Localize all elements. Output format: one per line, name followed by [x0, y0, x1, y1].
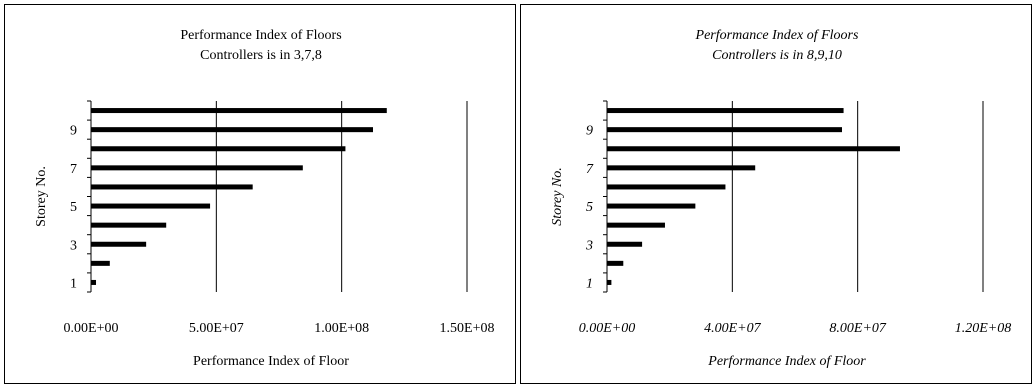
bar-storey-10 — [91, 108, 387, 114]
chart-title-line: Controllers is in 8,9,10 — [712, 48, 842, 63]
bar-storey-2 — [91, 260, 110, 266]
x-tick-label: 1.50E+08 — [440, 321, 495, 336]
y-tick-label: 7 — [70, 162, 77, 177]
y-tick-label: 9 — [70, 124, 77, 139]
bar-storey-9 — [91, 127, 373, 133]
bar-storey-4 — [607, 222, 665, 228]
y-axis-label: Storey No. — [550, 167, 565, 226]
x-tick-label: 5.00E+07 — [189, 321, 244, 336]
x-axis-label: Performance Index of Floor — [707, 354, 866, 369]
bar-storey-5 — [91, 203, 211, 209]
x-tick-label: 1.00E+08 — [314, 321, 369, 336]
y-tick-label: 7 — [586, 162, 594, 177]
chart-right: Performance Index of Floors Controllers i… — [550, 28, 1012, 369]
bar-storey-1 — [607, 279, 612, 285]
x-tick-label: 0.00E+00 — [579, 321, 636, 336]
y-tick-label: 3 — [585, 238, 593, 253]
bar-storey-2 — [607, 260, 624, 266]
bar-storey-3 — [91, 241, 147, 247]
bar-storey-7 — [607, 165, 756, 171]
x-tick-label: 4.00E+07 — [704, 321, 761, 336]
bar-storey-3 — [607, 241, 643, 247]
bar-storey-10 — [607, 108, 844, 114]
bar-storey-8 — [91, 146, 346, 152]
chart-title-line: Controllers is in 3,7,8 — [200, 48, 322, 63]
bar-storey-1 — [91, 279, 97, 285]
chart-panel-left: Performance Index of Floors Controllers i… — [4, 4, 516, 384]
x-tick-label: 1.20E+08 — [955, 321, 1012, 336]
bar-storey-8 — [607, 146, 900, 152]
bar-storey-7 — [91, 165, 303, 171]
y-tick-label: 3 — [70, 238, 77, 253]
y-axis-label: Storey No. — [34, 166, 49, 227]
x-tick-label: 0.00E+00 — [64, 321, 119, 336]
chart-left: Performance Index of Floors Controllers i… — [34, 28, 495, 369]
x-axis-label: Performance Index of Floor — [193, 354, 349, 369]
chart-panel-right: Performance Index of Floors Controllers i… — [520, 4, 1032, 384]
y-tick-label: 9 — [586, 124, 593, 139]
x-tick-label: 8.00E+07 — [829, 321, 886, 336]
bar-storey-9 — [607, 127, 842, 133]
bar-storey-4 — [91, 222, 167, 228]
chart-title-line: Performance Index of Floors — [180, 28, 341, 43]
bar-storey-6 — [607, 184, 726, 190]
y-tick-label: 5 — [70, 200, 77, 215]
bar-storey-5 — [607, 203, 696, 209]
y-tick-label: 1 — [70, 276, 77, 291]
bar-storey-6 — [91, 184, 253, 190]
y-tick-label: 5 — [586, 200, 593, 215]
y-tick-label: 1 — [586, 276, 593, 291]
chart-title-line: Performance Index of Floors — [695, 28, 859, 43]
